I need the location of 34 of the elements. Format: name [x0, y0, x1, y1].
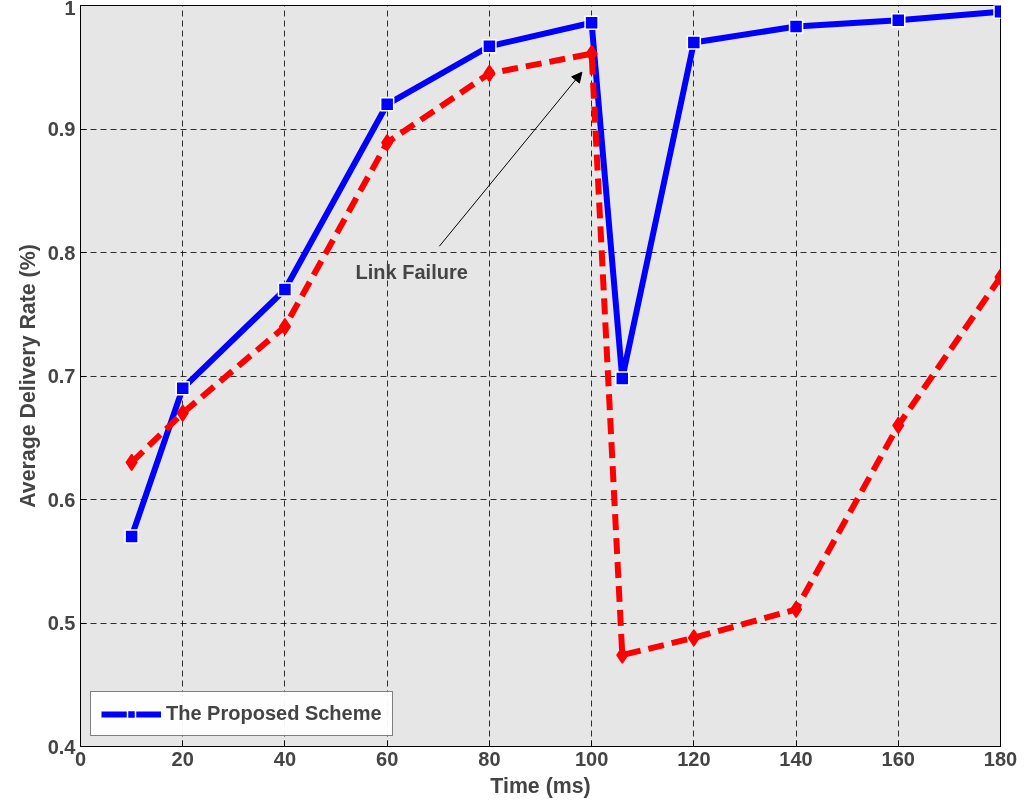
- point: [615, 371, 630, 386]
- point: [124, 529, 139, 544]
- annotation: Link Failure: [355, 261, 468, 284]
- y-tick-label: 0.8: [47, 241, 76, 264]
- point: [788, 19, 804, 34]
- point: [789, 600, 803, 619]
- point: [891, 13, 906, 28]
- x-tick-label: 20: [171, 747, 194, 770]
- y-tick-label: 0.4: [47, 735, 77, 758]
- legend-label: The Proposed Scheme: [166, 702, 382, 725]
- y-tick-label: 0.7: [47, 365, 76, 387]
- x-axis-title: Time (ms): [490, 773, 591, 798]
- x-tick-label: 100: [574, 747, 609, 770]
- x-tick-label: 60: [376, 747, 399, 770]
- y-tick-label: 0.6: [47, 488, 76, 511]
- point: [584, 15, 599, 31]
- y-axis-title: Average Delivery Rate (%): [15, 244, 40, 508]
- point: [277, 282, 293, 297]
- point: [176, 404, 189, 422]
- x-tick-label: 160: [881, 747, 915, 770]
- point: [379, 97, 395, 112]
- point: [686, 35, 702, 50]
- x-tick-label: 180: [983, 747, 1018, 770]
- y-tick-label: 0.9: [47, 118, 76, 140]
- y-tick-label: 0.5: [47, 612, 76, 634]
- x-tick-label: 40: [273, 747, 297, 770]
- y-tick-label: 1: [64, 0, 76, 19]
- x-tick-label: 120: [677, 747, 711, 770]
- point: [482, 39, 497, 54]
- point: [175, 381, 190, 396]
- x-tick-label: 80: [478, 747, 501, 770]
- x-tick-label: 140: [779, 747, 813, 770]
- point: [278, 317, 292, 336]
- point: [687, 629, 700, 647]
